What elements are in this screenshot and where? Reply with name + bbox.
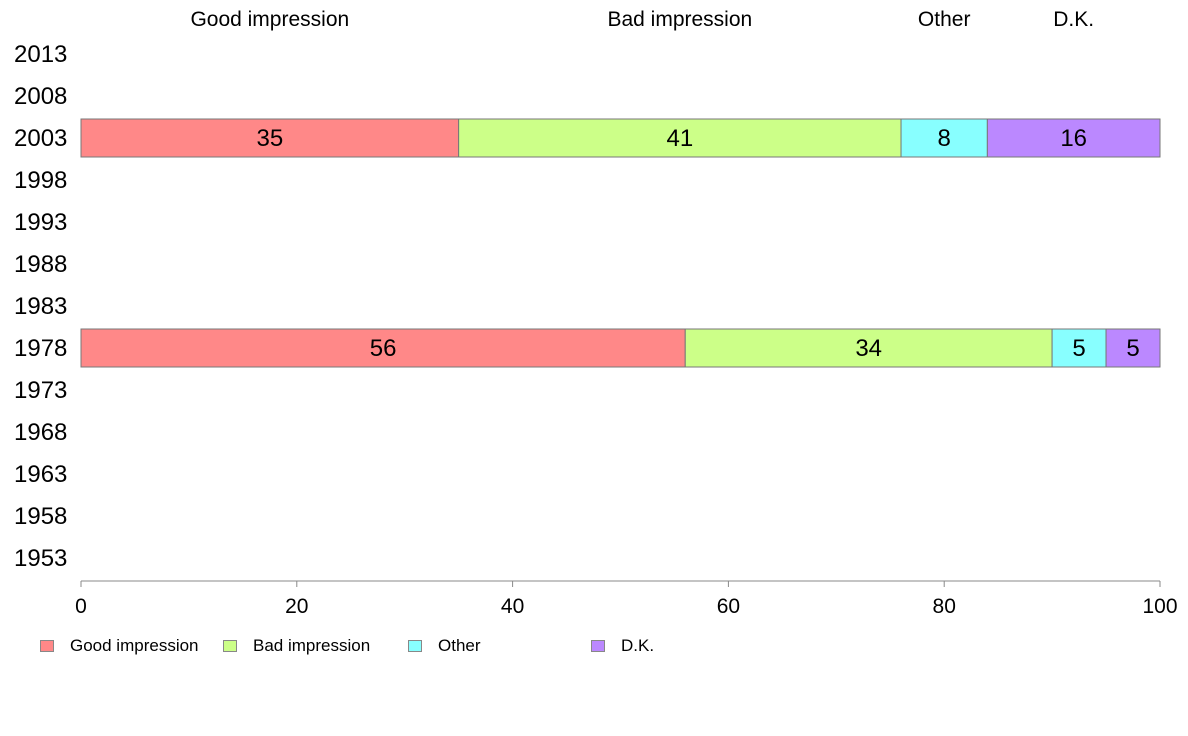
legend-item-d-k: D.K. bbox=[591, 636, 654, 656]
legend-label: Bad impression bbox=[253, 636, 371, 655]
legend-swatch bbox=[591, 640, 605, 652]
y-tick-label: 1993 bbox=[14, 209, 67, 236]
bar-value-label: 34 bbox=[855, 335, 882, 362]
x-tick-label: 100 bbox=[1142, 595, 1177, 618]
y-tick-label: 1983 bbox=[14, 293, 67, 320]
y-tick-label: 1963 bbox=[14, 461, 67, 488]
y-tick-label: 1968 bbox=[14, 419, 67, 446]
legend-swatch bbox=[408, 640, 422, 652]
legend-label: Good impression bbox=[70, 636, 199, 655]
legend-item-bad-impression: Bad impression bbox=[223, 636, 370, 656]
y-tick-label: 1978 bbox=[14, 335, 67, 362]
x-tick-label: 20 bbox=[285, 595, 308, 618]
x-tick-label: 40 bbox=[501, 595, 524, 618]
y-tick-label: 1998 bbox=[14, 167, 67, 194]
legend-swatch bbox=[223, 640, 237, 652]
bar-bad-impression bbox=[684, 328, 1053, 368]
bar-good-impression bbox=[80, 118, 460, 158]
series-header: Good impression bbox=[190, 8, 349, 31]
x-tick-label: 0 bbox=[75, 595, 87, 618]
bar-d-k bbox=[1105, 328, 1161, 368]
bar-other bbox=[1051, 328, 1107, 368]
x-tick-label: 80 bbox=[933, 595, 956, 618]
series-header: Bad impression bbox=[607, 8, 752, 31]
bars: 35 41 8 16 56 34 5 5 bbox=[80, 118, 1161, 368]
bar-value-label: 8 bbox=[938, 125, 951, 152]
series-header: D.K. bbox=[1053, 8, 1094, 31]
y-tick-label: 2008 bbox=[14, 83, 67, 110]
legend-label: D.K. bbox=[621, 636, 655, 655]
bar-value-label: 5 bbox=[1072, 335, 1085, 362]
y-axis-labels: 2013 2008 2003 1998 1993 1988 1983 1978 1973 1968… bbox=[14, 41, 67, 572]
bar-value-label: 41 bbox=[666, 125, 693, 152]
y-tick-label: 1953 bbox=[14, 545, 67, 572]
legend-label: Other bbox=[438, 636, 481, 655]
bar-value-label: 16 bbox=[1060, 125, 1087, 152]
bar-d-k bbox=[986, 118, 1161, 158]
bar-value-label: 56 bbox=[370, 335, 397, 362]
y-tick-label: 1988 bbox=[14, 251, 67, 278]
y-tick-label: 1958 bbox=[14, 503, 67, 530]
x-tick-label: 60 bbox=[717, 595, 740, 618]
y-tick-label: 2013 bbox=[14, 41, 67, 68]
bar-value-label: 35 bbox=[256, 125, 283, 152]
x-axis: 0 20 40 60 80 100 bbox=[75, 580, 1178, 618]
bar-good-impression bbox=[80, 328, 686, 368]
legend: Good impression Bad impression Other D.K. bbox=[40, 636, 740, 656]
bar-bad-impression bbox=[458, 118, 902, 158]
bar-other bbox=[900, 118, 988, 158]
y-tick-label: 1973 bbox=[14, 377, 67, 404]
legend-item-other: Other bbox=[408, 636, 481, 656]
legend-item-good-impression: Good impression bbox=[40, 636, 199, 656]
series-header: Other bbox=[918, 8, 971, 31]
y-tick-label: 2003 bbox=[14, 125, 67, 152]
bar-value-label: 5 bbox=[1126, 335, 1139, 362]
legend-swatch bbox=[40, 640, 54, 652]
series-headers: Good impression Bad impression Other D.K. bbox=[190, 8, 1094, 31]
